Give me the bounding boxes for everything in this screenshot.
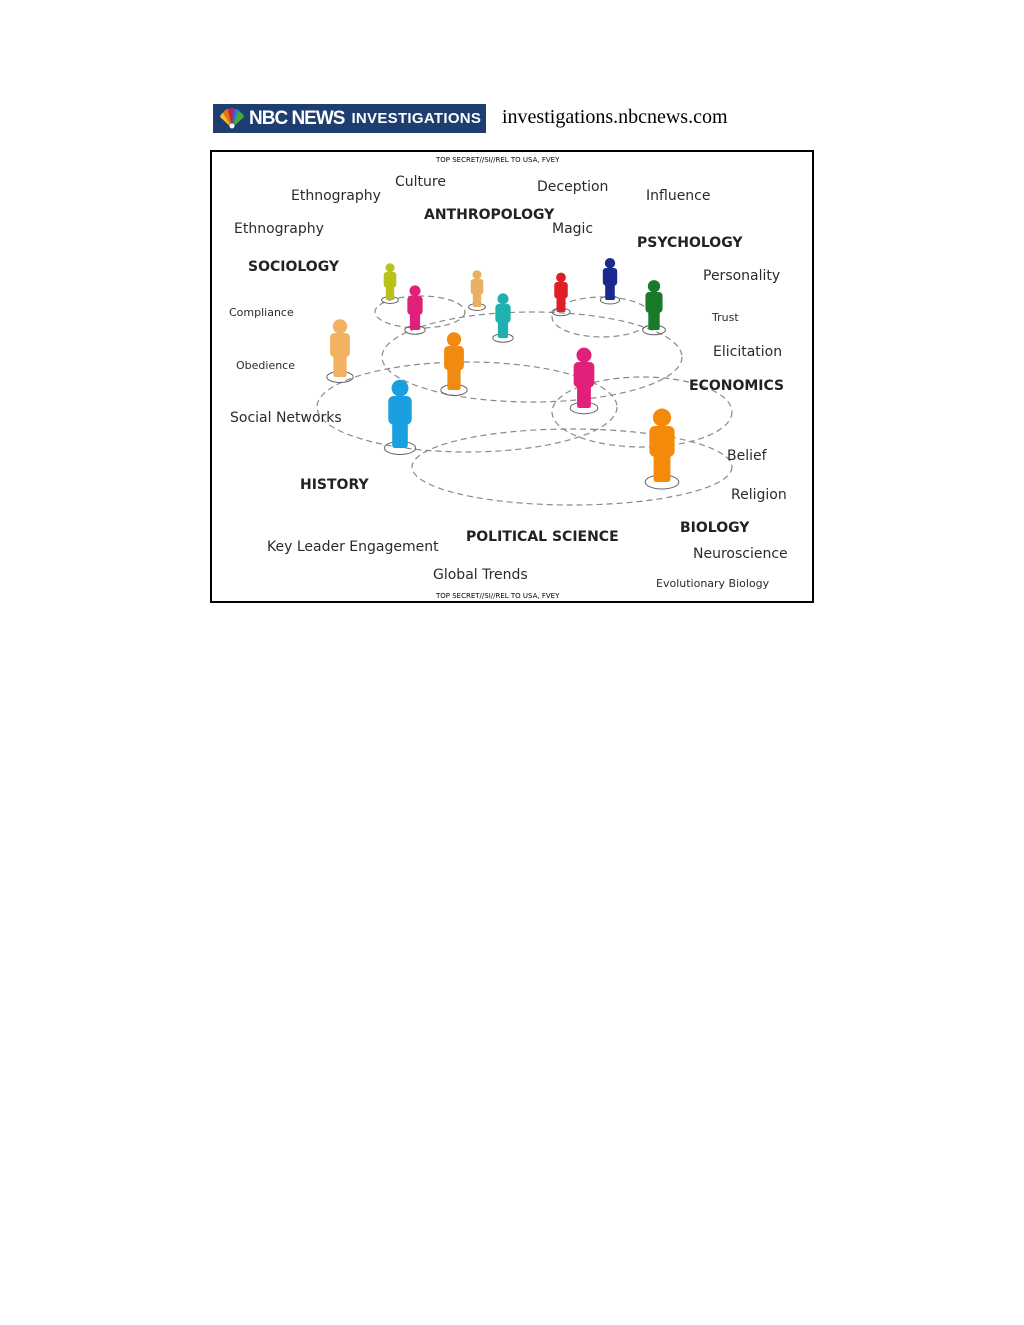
term-ethnography-2: Ethnography (234, 221, 324, 237)
discipline-anthropology: ANTHROPOLOGY (424, 207, 555, 223)
term-trust: Trust (712, 311, 739, 324)
person-figure-icon (551, 272, 571, 317)
term-neuroscience: Neuroscience (693, 546, 788, 562)
term-influence: Influence (646, 188, 711, 204)
person-figure-icon (468, 270, 486, 311)
term-magic: Magic (552, 221, 594, 237)
discipline-economics: ECONOMICS (689, 378, 785, 394)
slide-frame: TOP SECRET//SI//REL TO USA, FVEY Ethnogr… (210, 150, 814, 603)
term-key-leader-engagement: Key Leader Engagement (267, 539, 439, 555)
term-religion: Religion (731, 487, 787, 503)
person-figure-icon (492, 293, 514, 343)
person-figure-icon (569, 347, 599, 415)
discipline-psychology: PSYCHOLOGY (637, 235, 743, 251)
network-illustration (316, 258, 733, 506)
logo-section-text: INVESTIGATIONS (351, 110, 482, 127)
person-figure-icon (642, 280, 666, 336)
term-ethnography: Ethnography (291, 188, 381, 204)
classification-top: TOP SECRET//SI//REL TO USA, FVEY (436, 156, 560, 164)
term-obedience: Obedience (236, 359, 296, 372)
term-deception: Deception (537, 179, 609, 195)
term-elicitation: Elicitation (713, 344, 783, 360)
person-figure-icon (404, 285, 426, 335)
term-global-trends: Global Trends (433, 567, 528, 583)
term-social-networks: Social Networks (230, 410, 342, 426)
term-personality: Personality (703, 268, 781, 284)
discipline-biology: BIOLOGY (680, 520, 750, 536)
person-figure-icon (383, 379, 417, 455)
person-figure-icon (440, 332, 468, 396)
term-belief: Belief (727, 448, 767, 464)
person-figure-icon (381, 263, 399, 304)
site-url: investigations.nbcnews.com (502, 106, 728, 128)
person-figure-icon (599, 258, 621, 305)
classification-bottom: TOP SECRET//SI//REL TO USA, FVEY (436, 592, 560, 600)
term-culture: Culture (395, 174, 446, 190)
person-figure-icon (326, 319, 354, 383)
peacock-icon (220, 107, 244, 128)
term-compliance: Compliance (229, 306, 294, 319)
person-figure-icon (644, 408, 680, 490)
nbc-news-investigations-logo: NBC NEWS INVESTIGATIONS (213, 104, 486, 133)
discipline-political-science: POLITICAL SCIENCE (466, 529, 619, 545)
term-evolutionary-biology: Evolutionary Biology (656, 577, 770, 590)
discipline-sociology: SOCIOLOGY (248, 259, 340, 275)
discipline-history: HISTORY (300, 477, 369, 493)
logo-brand-text: NBC NEWS (249, 107, 345, 129)
